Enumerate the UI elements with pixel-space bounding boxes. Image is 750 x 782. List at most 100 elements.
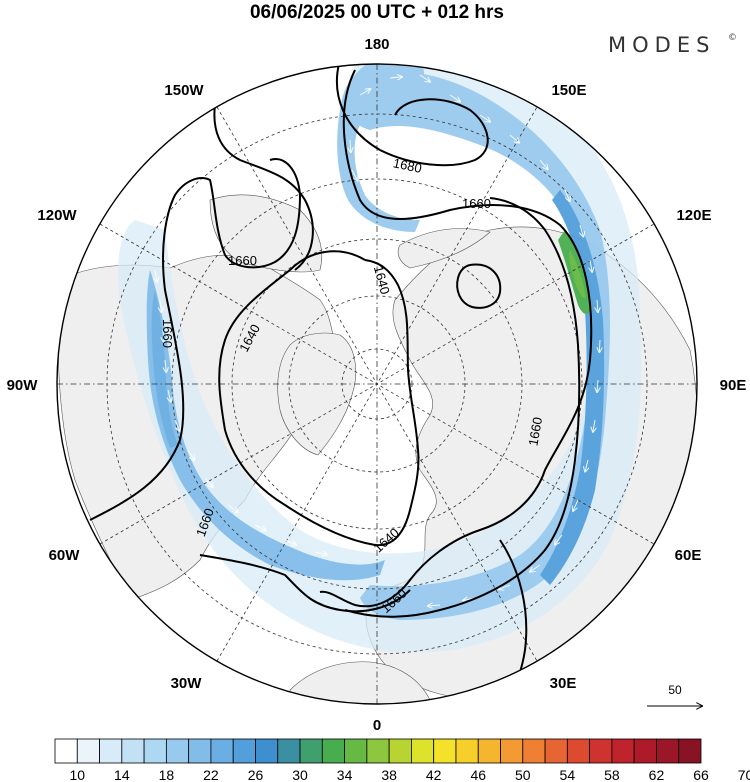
wind-arrow-icon xyxy=(573,499,579,511)
colorbar-tick-label: 14 xyxy=(114,767,130,782)
lon-label-120w: 120W xyxy=(37,207,77,224)
colorbar-swatch xyxy=(344,738,368,764)
colorbar-tick-label: 30 xyxy=(292,767,308,782)
wind-arrow-icon xyxy=(564,189,570,201)
colorbar-tick-label: 42 xyxy=(426,767,442,782)
colorbar-swatch xyxy=(165,738,190,764)
colorbar-tick-label: 46 xyxy=(470,767,486,782)
wind-arrow-icon xyxy=(414,211,426,215)
wind-arrow-icon xyxy=(284,539,296,545)
wind-arrow-icon xyxy=(389,210,402,212)
colorbar-swatch xyxy=(210,738,234,764)
colorbar-swatch xyxy=(411,738,435,764)
colorbar-tick-label: 34 xyxy=(337,767,353,782)
colorbar-tick-label: 38 xyxy=(381,767,397,782)
wind-arrow-icon xyxy=(499,584,511,589)
wind-arrow-icon xyxy=(174,419,180,431)
wind-arrow-icon xyxy=(350,139,351,152)
wind-arrow-icon xyxy=(597,379,598,392)
brand-logo: MODES xyxy=(608,33,715,57)
wind-arrow-icon xyxy=(165,359,166,372)
lon-label-0: 0 xyxy=(373,717,381,734)
wind-arrow-icon xyxy=(419,74,430,82)
colorbar-tick-label: 22 xyxy=(203,767,219,782)
colorbar-swatch xyxy=(76,738,100,764)
contour-label-1660-right: 1660 xyxy=(525,416,545,447)
wind-arrow-icon xyxy=(580,224,583,237)
colorbar-swatch xyxy=(633,738,657,764)
wind-arrow-icon xyxy=(428,605,441,606)
colorbar-swatch xyxy=(366,738,390,764)
wind-arrow-icon xyxy=(593,419,595,432)
wind-arrow-icon xyxy=(155,269,157,282)
longitude-labels: 180 150W 120W 90W 60W 30W 0 30E 60E 90E … xyxy=(7,36,747,734)
colorbar-tick-label: 58 xyxy=(604,767,620,782)
colorbar-swatch xyxy=(522,738,546,764)
contour-1640 xyxy=(218,250,420,547)
land-greenland xyxy=(277,332,357,456)
lon-label-150w: 150W xyxy=(164,82,204,99)
reference-vector: 50 xyxy=(647,683,702,706)
jet-main-band-east xyxy=(343,71,610,621)
map-title: 06/06/2025 00 UTC + 012 hrs xyxy=(250,2,504,23)
map-disk: 1680 1660 1660 1660 1640 1640 1660 1660 … xyxy=(57,64,697,704)
wind-arrow-icon xyxy=(389,77,402,78)
colorbar-swatch xyxy=(388,738,412,764)
jet-max-core-inner xyxy=(569,250,586,299)
lon-label-60w: 60W xyxy=(49,547,81,564)
wind-arrow-icon xyxy=(364,194,375,201)
jet-halo xyxy=(118,64,642,653)
wind-arrow-icon xyxy=(530,564,541,572)
wind-arrow-icon xyxy=(227,504,238,512)
wind-arrow-icon xyxy=(509,134,519,143)
lon-label-90w: 90W xyxy=(7,377,39,394)
wind-arrow-icon xyxy=(254,524,266,530)
colorbar-tick-label: 66 xyxy=(693,767,709,782)
wind-arrow-icon xyxy=(359,89,370,96)
wind-arrow-icon xyxy=(599,339,600,352)
contour-1660-southeast xyxy=(344,197,581,618)
lon-label-180: 180 xyxy=(364,36,389,53)
wind-arrow-icon xyxy=(479,114,490,122)
wind-arrow-icon xyxy=(597,299,598,312)
jet-band-north xyxy=(337,64,424,232)
colorbar-swatch xyxy=(433,738,457,764)
wind-arrow-icon xyxy=(187,449,194,460)
colorbar-swatch xyxy=(143,738,167,764)
lon-label-90e: 90E xyxy=(720,377,747,394)
lon-label-120e: 120E xyxy=(676,207,711,224)
colorbar-swatch xyxy=(656,738,680,764)
colorbar-swatch xyxy=(455,738,479,764)
contour-label-1640-top: 1640 xyxy=(371,264,393,296)
colorbar-swatch xyxy=(121,738,145,764)
colorbar-swatch xyxy=(611,738,635,764)
wind-arrow-icon xyxy=(444,203,457,205)
wind-arrow-icon xyxy=(351,169,358,181)
lon-label-150e: 150E xyxy=(551,82,586,99)
colorbar-tick-label: 10 xyxy=(69,767,85,782)
wind-arrow-icon xyxy=(449,94,460,102)
colorbar-tick-label: 70 xyxy=(738,767,750,782)
land-africa xyxy=(289,661,431,704)
reference-vector-label: 50 xyxy=(668,683,682,697)
contour-1660-northwest xyxy=(213,104,314,271)
colorbar-swatch xyxy=(277,738,301,764)
height-contours xyxy=(89,64,593,703)
wind-arrow-icon xyxy=(585,459,588,472)
colorbar-swatch xyxy=(188,738,212,764)
colorbar-tick-label: 18 xyxy=(159,767,175,782)
wind-arrow-icon xyxy=(590,259,592,272)
lon-label-30e: 30E xyxy=(550,675,577,692)
meridians xyxy=(57,64,697,704)
wind-arrow-icon xyxy=(539,159,548,169)
colorbar-swatch xyxy=(255,738,279,764)
land-alaska xyxy=(209,194,323,273)
wind-arrow-icon xyxy=(163,329,164,342)
contour-label-1680: 1680 xyxy=(392,155,423,176)
wind-arrow-icon xyxy=(168,389,171,402)
colorbar-tick-label: 54 xyxy=(560,767,576,782)
colorbar-swatch xyxy=(500,738,524,764)
colorbar-tick-label: 26 xyxy=(248,767,264,782)
contour-label-1660-upper-left: 1660 xyxy=(228,253,257,268)
